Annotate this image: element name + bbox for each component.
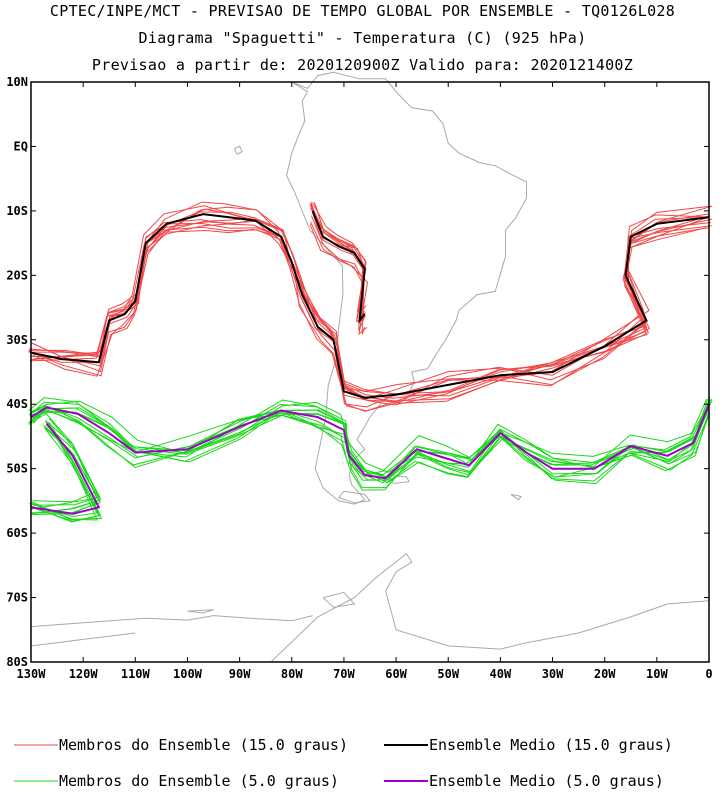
y-tick-label: 10S <box>6 204 28 218</box>
x-tick-label: 90W <box>229 667 251 681</box>
ensemble-mean-line <box>30 213 710 399</box>
ensemble-mean-layer <box>30 210 710 515</box>
ensemble-mean-line <box>311 210 366 324</box>
y-tick-label: 30S <box>6 333 28 347</box>
x-tick-label: 100W <box>173 667 203 681</box>
x-tick-label: 20W <box>594 667 616 681</box>
ensemble-member-line <box>32 400 710 474</box>
ensemble-member-line <box>31 403 710 481</box>
y-tick-label: EQ <box>14 139 28 153</box>
ensemble-member-line <box>310 221 365 335</box>
coastline-segment <box>270 552 710 663</box>
x-tick-label: 0 <box>705 667 712 681</box>
ensemble-member-line <box>309 223 363 331</box>
y-tick-label: 40S <box>6 397 28 411</box>
legend-label: Ensemble Medio (15.0 graus) <box>429 736 673 754</box>
coastline-layer <box>30 71 710 663</box>
plot-frame <box>30 81 710 663</box>
ensemble-member-line <box>28 411 711 478</box>
coastline-segment <box>337 490 371 504</box>
ensemble-member-line <box>311 202 367 313</box>
chart-title-line1: CPTEC/INPE/MCT - PREVISAO DE TEMPO GLOBA… <box>49 2 676 20</box>
ensemble-member-line <box>32 413 98 503</box>
legend-label: Membros do Ensemble (15.0 graus) <box>59 736 348 754</box>
coastline-segment <box>322 591 356 608</box>
x-tick-label: 120W <box>69 667 99 681</box>
x-tick-label: 30W <box>542 667 564 681</box>
y-tick-label: 70S <box>6 591 28 605</box>
x-tick-label: 50W <box>437 667 459 681</box>
ensemble-member-line <box>29 219 711 395</box>
ensemble-mean-line <box>30 403 710 480</box>
legend: Membros do Ensemble (15.0 graus) Ensemble… <box>14 736 673 790</box>
legend-label: Membros do Ensemble (5.0 graus) <box>59 772 339 790</box>
ensemble-member-line <box>28 401 711 478</box>
ensemble-member-line <box>29 420 98 510</box>
y-tick-label: 20S <box>6 268 28 282</box>
x-tick-label: 10W <box>646 667 668 681</box>
coastline-south-america <box>286 71 527 505</box>
legend-label: Ensemble Medio (5.0 graus) <box>429 772 664 790</box>
coastline-segment <box>233 145 243 155</box>
ensemble-member-line <box>31 424 102 515</box>
coastline-segment <box>187 609 214 614</box>
x-tick-label: 70W <box>333 667 355 681</box>
chart-title-line3: Previsao a partir de: 2020120900Z Valido… <box>91 56 634 74</box>
y-tick-label: 50S <box>6 462 28 476</box>
y-tick-label: 60S <box>6 526 28 540</box>
coastline-segment <box>30 615 313 628</box>
ensemble-member-line <box>32 398 712 481</box>
ensemble-member-line <box>28 218 713 399</box>
x-tick-label: 40W <box>490 667 512 681</box>
chart-title-line2: Diagrama "Spaguetti" - Temperatura (C) (… <box>138 29 587 47</box>
coastline-segment <box>30 632 136 647</box>
x-tick-label: 110W <box>121 667 151 681</box>
ensemble-members-layer <box>28 201 713 523</box>
y-tick-label: 80S <box>6 655 28 669</box>
ensemble-member-line <box>29 226 709 402</box>
x-tick-label: 60W <box>385 667 407 681</box>
ensemble-member-line <box>29 410 708 476</box>
ensemble-member-line <box>29 398 709 489</box>
ensemble-member-line <box>31 397 711 491</box>
ensemble-mean-line <box>30 422 101 515</box>
ensemble-member-line <box>33 205 710 392</box>
x-tick-label: 130W <box>17 667 47 681</box>
x-tick-label: 80W <box>281 667 303 681</box>
axes-layer: 130W 120W 110W 100W 90W 80W 70W 60W 50W 40W 30W 20W… <box>6 75 712 681</box>
y-tick-label: 10N <box>6 75 28 89</box>
ensemble-member-line <box>28 397 713 484</box>
coastline-segment <box>510 493 523 501</box>
